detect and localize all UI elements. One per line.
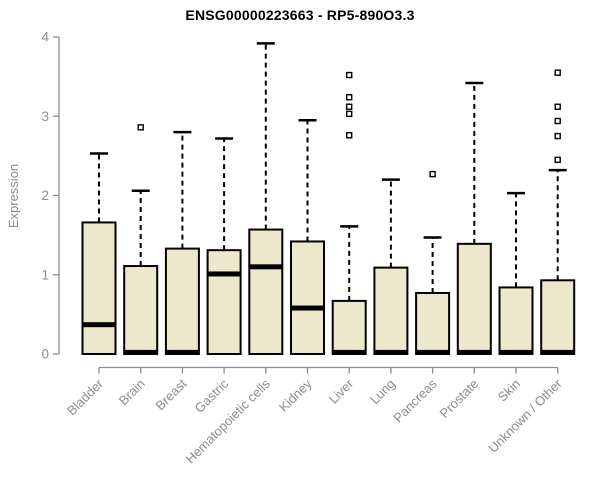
median-line: [207, 271, 241, 277]
box: [415, 291, 451, 356]
box: [81, 221, 117, 355]
box: [498, 286, 534, 355]
x-tick-label: Bladder: [64, 376, 107, 419]
box: [206, 249, 242, 355]
outlier-point: [346, 110, 353, 118]
median-line: [165, 349, 199, 355]
box: [123, 265, 159, 355]
outlier-point: [554, 117, 561, 125]
x-tick-label: Gastric: [192, 376, 232, 416]
x-tick-label: Breast: [152, 376, 189, 413]
median-line: [332, 349, 366, 355]
chart-title: ENSG00000223663 - RP5-890O3.3: [185, 7, 415, 23]
outlier-point: [137, 124, 144, 131]
y-tick-label: 4: [41, 30, 49, 45]
median-line: [249, 264, 283, 270]
median-line: [457, 349, 491, 355]
x-tick-label: Pancreas: [390, 376, 440, 426]
x-tick-label: Brain: [116, 376, 148, 408]
outlier-point: [346, 103, 353, 110]
x-tick-label: Lung: [367, 376, 398, 407]
x-tick-label: Liver: [326, 376, 357, 407]
outlier-point: [554, 132, 561, 140]
x-tick-label: Skin: [495, 376, 523, 404]
median-line: [124, 349, 158, 355]
median-line: [82, 322, 116, 328]
median-line: [291, 305, 324, 311]
box: [164, 247, 200, 355]
outlier-point: [346, 132, 353, 139]
x-tick-label: Prostate: [437, 376, 482, 421]
box: [248, 228, 284, 355]
median-line: [541, 349, 575, 355]
y-tick-label: 2: [41, 188, 49, 203]
outlier-point: [554, 156, 561, 164]
outlier-point: [346, 94, 353, 101]
box: [540, 279, 576, 355]
box: [456, 242, 492, 355]
median-line: [416, 349, 450, 355]
outlier-point: [346, 71, 353, 79]
y-tick-label: 3: [41, 109, 49, 124]
box: [373, 266, 409, 355]
box: [290, 240, 325, 355]
median-line: [374, 349, 408, 355]
outlier-point: [429, 170, 436, 178]
y-tick-label: 0: [41, 347, 49, 362]
outlier-point: [554, 69, 561, 76]
median-line: [499, 349, 533, 355]
box: [331, 299, 367, 355]
outlier-point: [554, 103, 561, 110]
y-tick-label: 1: [41, 267, 49, 282]
x-tick-label: Unknown / Other: [485, 376, 565, 456]
x-tick-label: Kidney: [276, 376, 315, 415]
